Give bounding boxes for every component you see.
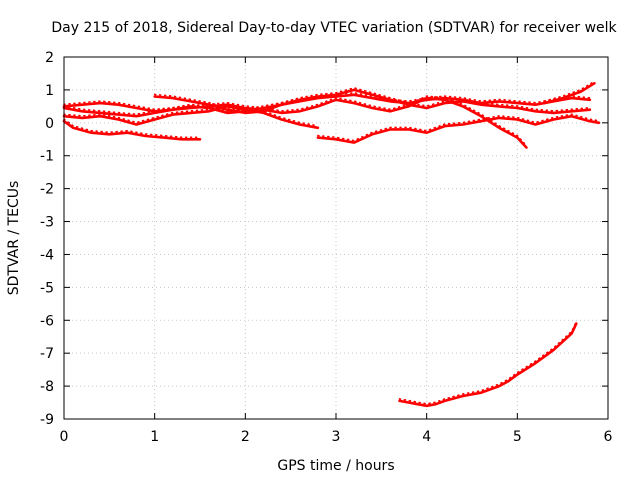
series-line-track-4 [153,88,592,115]
y-tick-label: -1 [40,149,54,165]
series-line-track-3 [62,105,320,130]
chart-title: Day 215 of 2018, Sidereal Day-to-day VTE… [51,20,617,36]
series-line-track-7 [543,82,596,105]
series-points-track-3 [63,103,319,127]
x-tick-label: 1 [150,429,159,445]
series-points-track-8 [398,320,578,405]
x-tick-label: 6 [604,429,613,445]
series-points-track-6 [317,113,600,142]
x-tick-label: 3 [332,429,341,445]
y-tick-label: -5 [40,280,54,296]
y-tick-label: 0 [45,116,54,132]
series-line-track-6 [316,114,601,144]
y-tick-label: -9 [40,412,54,428]
series-points-track-4 [153,87,591,112]
series-group [62,80,601,408]
y-tick-label: -8 [40,379,54,395]
series-points-track-5 [63,95,528,147]
y-tick-label: -4 [40,247,54,263]
x-tick-label: 2 [241,429,250,445]
series-line-track-2 [62,119,202,141]
x-tick-label: 4 [422,429,431,445]
series-line-track-8 [398,322,578,408]
y-tick-label: 2 [45,50,54,66]
y-tick-label: -2 [40,182,54,198]
series-points-track-2 [63,118,201,139]
x-tick-label: 5 [513,429,522,445]
x-axis-label: GPS time / hours [277,458,394,474]
plot-frame [63,56,609,420]
axis-ticks: 0 1 2 3 4 5 6 2 1 0 -1 -2 -3 -4 -5 -6 -7 -8 -9 [40,50,613,445]
y-axis-label: SDTVAR / TECUs [6,181,22,296]
series-line-track-5 [62,96,528,149]
series-points-track-7 [543,80,596,102]
series-line-track-1 [62,93,592,115]
y-tick-label: -3 [40,215,54,231]
y-tick-label: 1 [45,83,54,99]
grid [64,57,608,419]
y-tick-label: -7 [40,346,54,362]
x-tick-label: 0 [60,429,69,445]
y-tick-label: -6 [40,313,54,329]
